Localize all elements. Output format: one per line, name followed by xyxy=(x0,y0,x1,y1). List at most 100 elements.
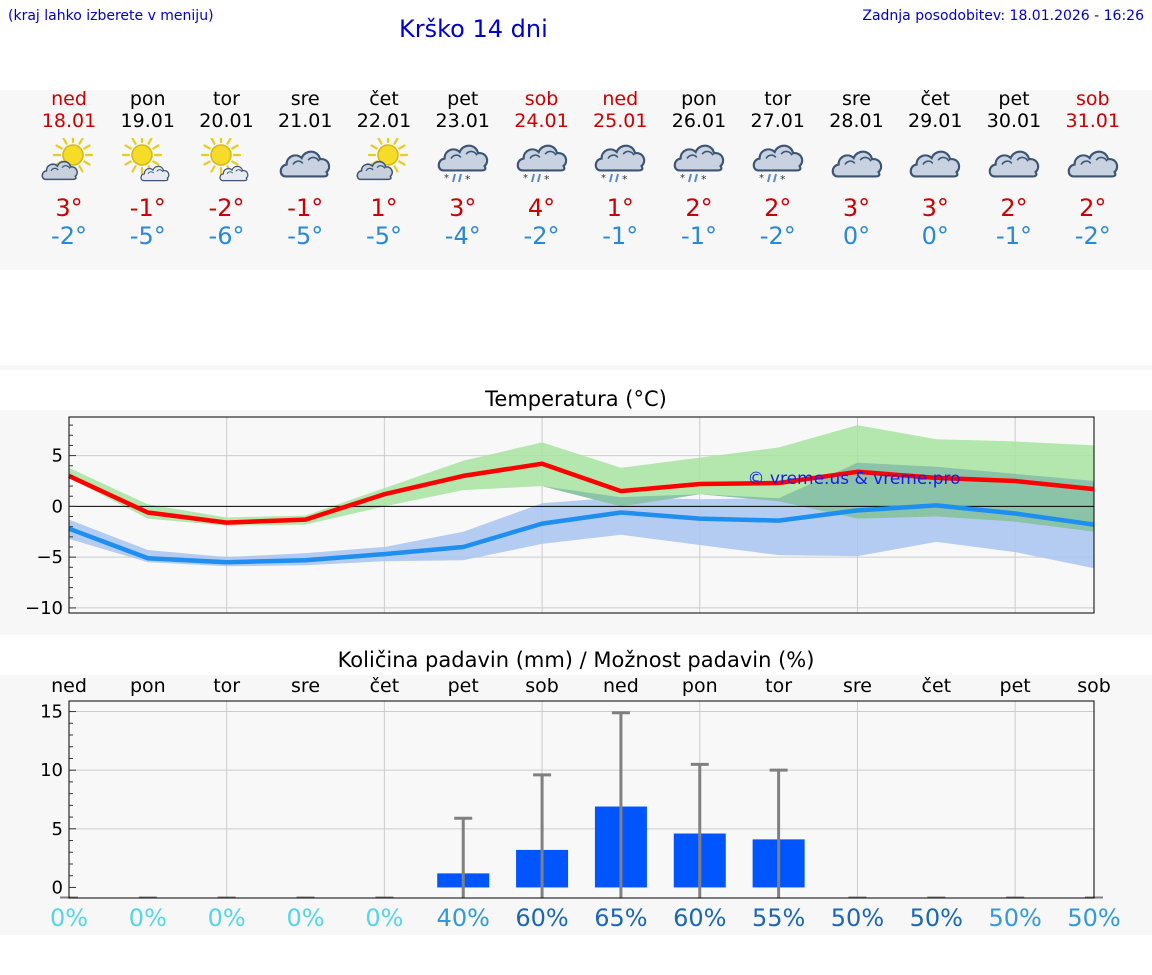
temp-min: -2° xyxy=(759,222,796,250)
precip-probability-label: 50% xyxy=(910,904,963,932)
day-name: čet xyxy=(920,88,951,110)
day-name: sob xyxy=(1075,88,1110,110)
max-temp-line xyxy=(68,461,1095,525)
temp-min: -2° xyxy=(51,222,87,250)
svg-text:*: * xyxy=(622,173,628,186)
temp-min: -1° xyxy=(681,222,717,250)
precip-probability-label: 0% xyxy=(208,904,246,932)
day-date: 28.01 xyxy=(829,110,884,132)
temp-min: -5° xyxy=(366,222,402,250)
day-name: ned xyxy=(51,88,87,110)
temp-max: -2° xyxy=(208,194,245,222)
day-column: sob 31.01 2° -2° xyxy=(1053,88,1133,250)
temp-max: 2° xyxy=(764,194,792,222)
temp-min: -2° xyxy=(523,222,560,250)
temp-max: 2° xyxy=(1000,194,1028,222)
temp-max: -1° xyxy=(287,194,324,222)
sleet-icon: * * xyxy=(594,144,646,186)
x-category-label: čet xyxy=(370,675,400,697)
temp-max: 3° xyxy=(449,194,477,222)
y-tick-label: 0 xyxy=(52,877,63,898)
day-column: čet 22.01 1° -5° xyxy=(344,88,424,250)
y-tick-label: −10 xyxy=(25,598,63,619)
day-date: 18.01 xyxy=(41,110,97,132)
day-date: 26.01 xyxy=(671,110,727,132)
x-category-label: ned xyxy=(51,675,87,697)
x-category-label: ned xyxy=(603,675,639,697)
precip-probability-label: 0% xyxy=(129,904,167,932)
day-column: čet 29.01 3° 0° xyxy=(895,88,975,250)
day-column: ned 25.01 * * 1° -1° xyxy=(580,88,660,250)
day-column: tor 20.01 -2° -6° xyxy=(187,88,267,250)
x-category-label: pet xyxy=(448,675,479,697)
x-category-label: sob xyxy=(525,675,559,697)
day-date: 29.01 xyxy=(908,110,963,132)
day-name: sre xyxy=(842,88,871,110)
page-title: Krško 14 dni xyxy=(399,15,548,43)
temp-max: 3° xyxy=(921,194,949,222)
sun-small-cloud-icon xyxy=(121,138,170,182)
sleet-icon: * * xyxy=(673,144,725,186)
sun-cloud-icon xyxy=(356,138,409,181)
precip-probability-label: 65% xyxy=(594,904,647,932)
sun-cloud-icon xyxy=(41,138,94,181)
plot-area xyxy=(69,701,1094,898)
svg-text:*: * xyxy=(444,173,449,184)
svg-text:*: * xyxy=(780,173,786,186)
svg-text:*: * xyxy=(701,173,707,186)
temp-max: 2° xyxy=(685,194,713,222)
day-date: 21.01 xyxy=(278,110,333,132)
watermark: © vreme.us & vreme.pro xyxy=(747,469,960,489)
day-column: sre 28.01 3° 0° xyxy=(817,88,897,250)
svg-text:*: * xyxy=(523,173,528,184)
temp-min: -1° xyxy=(602,222,639,250)
plot-frame xyxy=(68,700,1095,899)
cloudy-icon xyxy=(909,150,961,178)
cloudy-icon xyxy=(988,150,1040,178)
temp-min: -6° xyxy=(208,222,245,250)
x-category-label: pon xyxy=(130,675,166,697)
precip-probability-label: 0% xyxy=(286,904,324,932)
precip-probability-label: 50% xyxy=(831,904,884,932)
y-tick-label: 10 xyxy=(40,760,63,781)
day-date: 24.01 xyxy=(514,110,569,132)
day-name: tor xyxy=(764,88,792,110)
day-date: 20.01 xyxy=(199,110,254,132)
temperature-chart: 5 0 −5 −10 © vreme.us & vreme.pro xyxy=(25,416,1095,619)
temp-min: -5° xyxy=(287,222,324,250)
day-date: 25.01 xyxy=(593,110,648,132)
cloudy-icon xyxy=(1067,150,1118,178)
x-category-label: tor xyxy=(765,675,792,697)
day-name: ned xyxy=(602,88,639,110)
day-date: 30.01 xyxy=(986,110,1042,132)
temp-chart-title: Temperatura (°C) xyxy=(485,387,667,411)
x-category-label: sre xyxy=(291,675,320,697)
y-tick-label: 0 xyxy=(52,496,63,517)
precip-probability-label: 55% xyxy=(752,904,805,932)
svg-text:*: * xyxy=(544,173,550,186)
day-column: pet 30.01 2° -1° xyxy=(974,88,1054,250)
temp-min: -1° xyxy=(996,222,1032,250)
temp-min: 0° xyxy=(921,222,949,250)
sleet-icon: * * xyxy=(437,144,488,186)
day-name: pon xyxy=(129,88,166,110)
day-name: pet xyxy=(998,88,1030,110)
y-tick-label: 5 xyxy=(52,446,63,467)
day-name: tor xyxy=(213,88,240,110)
x-category-label: sob xyxy=(1077,675,1111,697)
min-temp-line xyxy=(68,503,1095,565)
day-column: pet 23.01 * * 3° -4° xyxy=(423,88,503,250)
day-column: ned 18.01 3° -2° xyxy=(29,88,109,250)
cloudy-icon xyxy=(831,150,882,178)
day-column: sob 24.01 * * 4° -2° xyxy=(502,88,582,250)
y-tick-label: 15 xyxy=(40,702,63,723)
x-category-label: pon xyxy=(682,675,718,697)
y-tick-label: −5 xyxy=(36,547,63,568)
precip-probability-label: 60% xyxy=(673,904,726,932)
x-category-label: pet xyxy=(1000,675,1031,697)
svg-text:*: * xyxy=(759,173,764,184)
day-name: pon xyxy=(681,88,717,110)
day-column: pon 26.01 * * 2° -1° xyxy=(659,88,739,250)
precipitation-chart: ned pon tor sre čet pet sob ned pon tor sre čet pet s… xyxy=(40,675,1121,932)
overlap-band xyxy=(69,462,1094,532)
